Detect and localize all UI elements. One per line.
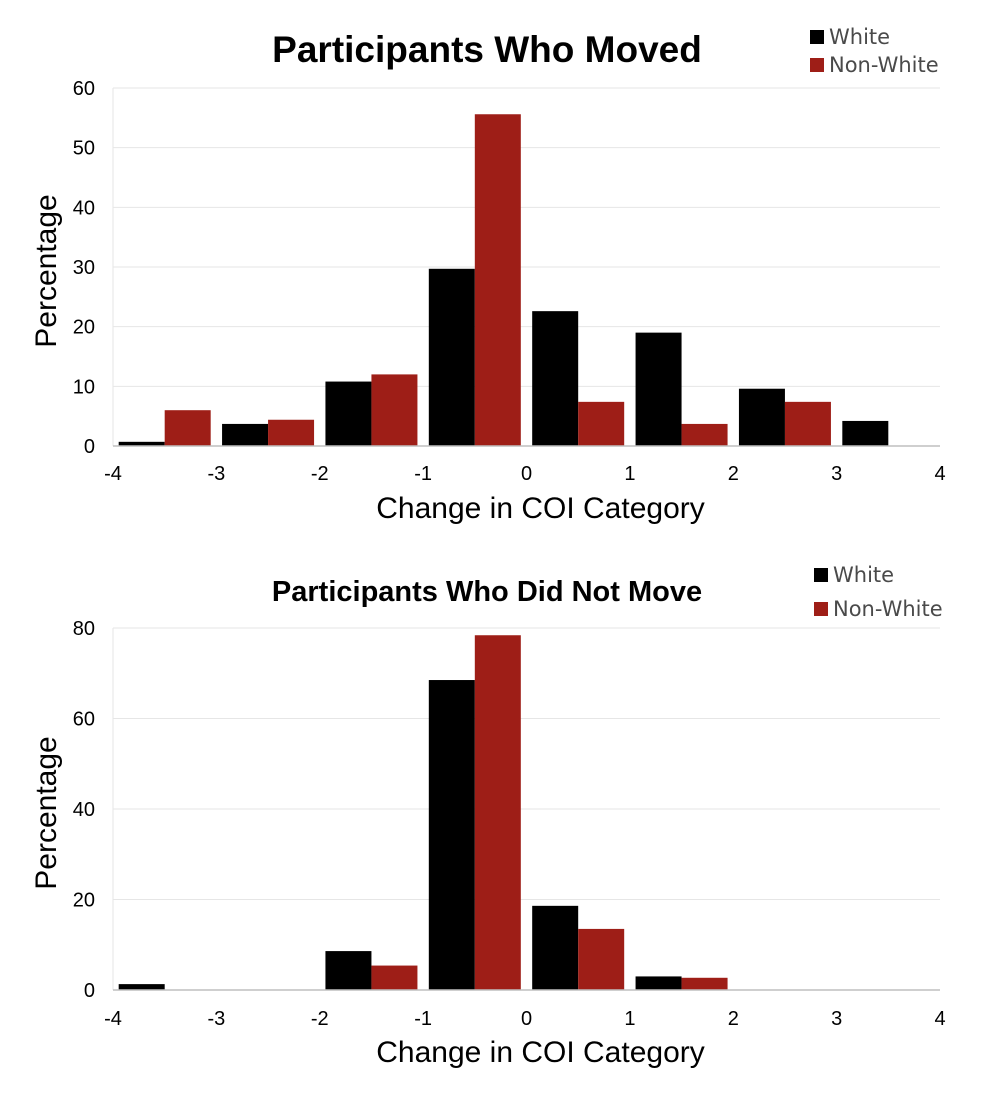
bar-white--2: [222, 423, 269, 446]
y-tick-label: 30: [73, 257, 95, 279]
bar-white-1: [532, 905, 579, 990]
legend-label-non-white: Non-White: [829, 53, 939, 77]
bar-white-3: [738, 388, 785, 446]
x-tick-label: -4: [104, 1008, 122, 1030]
legend-label-white: White: [833, 563, 894, 587]
x-tick-label: -1: [414, 1008, 432, 1030]
y-tick-label: 40: [73, 197, 95, 219]
x-tick-label: 3: [831, 463, 842, 485]
y-tick-label: 20: [73, 317, 95, 339]
bar-white-4: [842, 420, 889, 446]
y-tick-label: 10: [73, 376, 95, 398]
bar-non-white-0: [474, 635, 521, 990]
y-axis-label: Percentage: [30, 736, 63, 889]
x-axis-label: Change in COI Category: [376, 1036, 705, 1069]
y-axis-label: Percentage: [30, 194, 63, 347]
bar-non-white-0: [474, 114, 521, 447]
y-tick-label: 50: [73, 138, 95, 160]
x-tick-label: 4: [934, 1008, 945, 1030]
y-tick-label: 80: [73, 618, 95, 640]
x-tick-label: 0: [521, 463, 532, 485]
bar-non-white-1: [578, 928, 625, 990]
x-tick-label: -3: [207, 463, 225, 485]
chart-2: 0 20 40 60 80 -4 -3 -2 -1 0 1 2 3 4 Participants Who D…: [30, 563, 946, 1069]
y-tick-label: 0: [84, 436, 95, 458]
bar-white--3: [118, 441, 165, 446]
x-tick-label: -1: [414, 463, 432, 485]
x-tick-label: 4: [934, 463, 945, 485]
legend-label-white: White: [829, 25, 890, 49]
x-tick-label: 0: [521, 1008, 532, 1030]
x-axis-label: Change in COI Category: [376, 492, 705, 525]
bar-non-white-2: [681, 977, 728, 990]
y-tick-label: 0: [84, 980, 95, 1002]
x-tick-label: 2: [728, 1008, 739, 1030]
bar-non-white-1: [578, 401, 625, 446]
bar-white-0: [428, 680, 475, 990]
bar-white--1: [325, 951, 372, 990]
chart-1: 0 10 20 30 40 50 60 -4 -3 -2 -1 0 1 2 3 4 Participants W…: [30, 25, 946, 525]
bar-white-1: [532, 311, 579, 446]
x-tick-label: 1: [624, 1008, 635, 1030]
bar-white--1: [325, 381, 372, 446]
legend-swatch-white: [810, 30, 824, 44]
chart-title: Participants Who Moved: [272, 29, 702, 70]
legend-label-non-white: Non-White: [833, 597, 943, 621]
legend-swatch-white: [814, 568, 828, 582]
bar-non-white--3: [164, 410, 211, 446]
bar-white--3: [118, 984, 165, 990]
bar-white-2: [635, 332, 682, 446]
bar-non-white-2: [681, 423, 728, 446]
x-tick-label: 3: [831, 1008, 842, 1030]
bar-non-white--1: [371, 965, 418, 990]
x-tick-label: -2: [311, 463, 329, 485]
bar-non-white-3: [784, 401, 831, 446]
y-tick-label: 40: [73, 799, 95, 821]
x-tick-label: -4: [104, 463, 122, 485]
x-tick-label: -2: [311, 1008, 329, 1030]
chart-title: Participants Who Did Not Move: [272, 576, 702, 608]
x-tick-label: 2: [728, 463, 739, 485]
x-tick-label: 1: [624, 463, 635, 485]
x-tick-label: -3: [207, 1008, 225, 1030]
bar-white-0: [428, 268, 475, 446]
y-tick-label: 60: [73, 709, 95, 731]
bar-non-white--1: [371, 374, 418, 446]
bar-non-white--2: [268, 419, 315, 446]
legend-swatch-non-white: [814, 602, 828, 616]
y-tick-label: 60: [73, 78, 95, 100]
legend-swatch-non-white: [810, 58, 824, 72]
y-tick-label: 20: [73, 890, 95, 912]
bar-white-2: [635, 976, 682, 990]
